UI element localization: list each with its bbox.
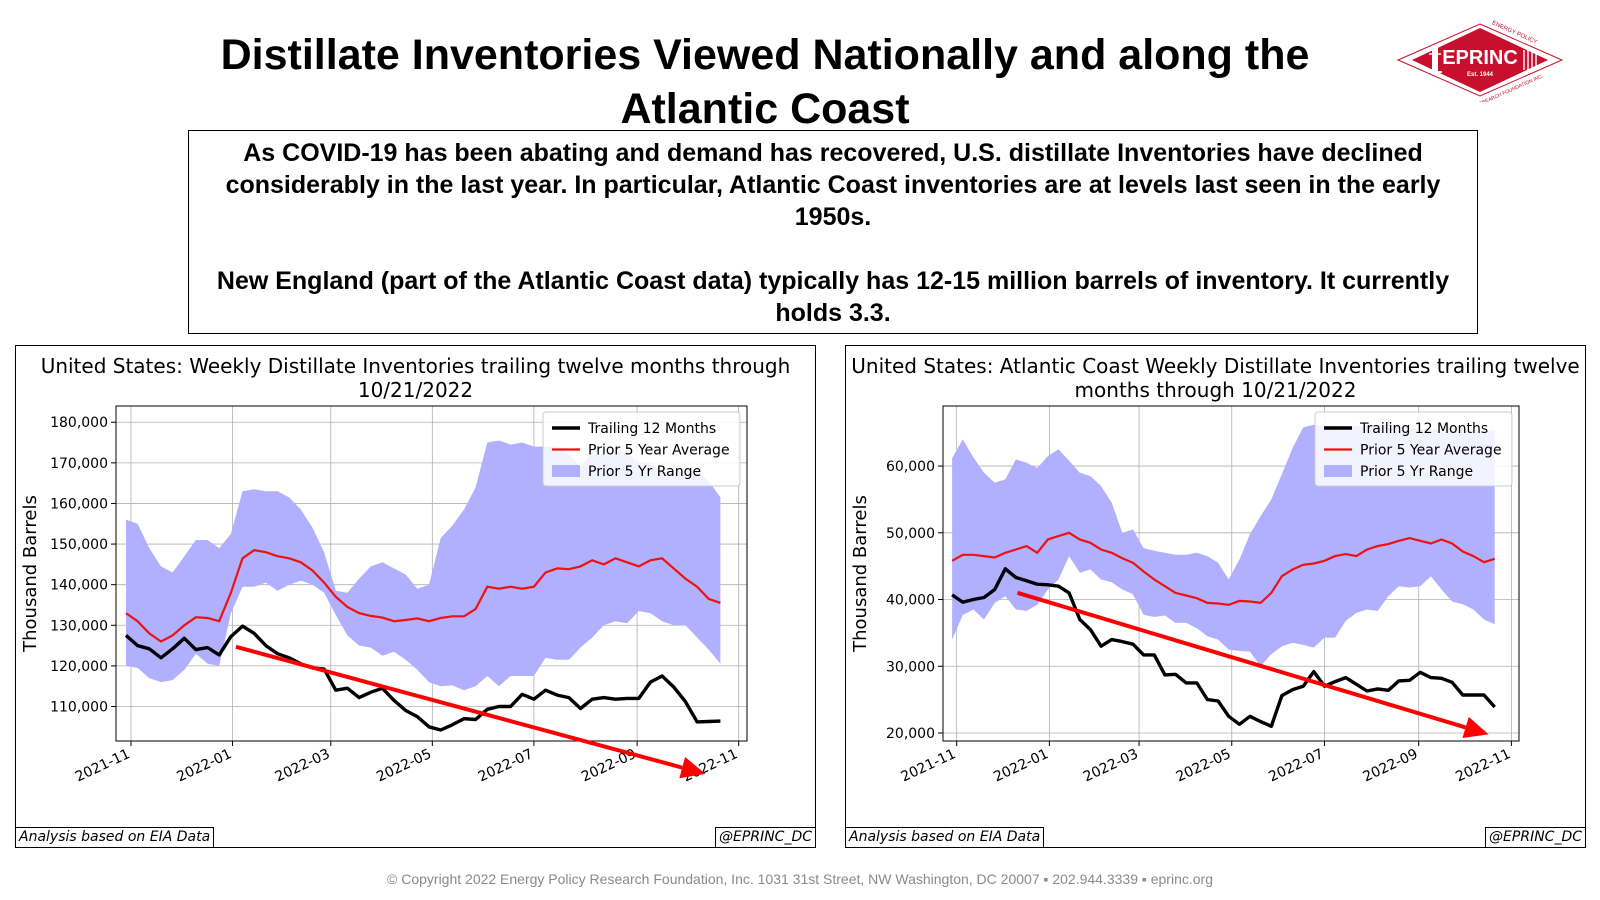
- logo-text: EPRINC: [1442, 47, 1518, 69]
- twitter-handle: @EPRINC_DC: [1485, 827, 1586, 848]
- range-band: [126, 440, 721, 691]
- trailing-line: [124, 624, 721, 732]
- legend-range-label: Prior 5 Yr Range: [1360, 464, 1473, 480]
- trend-arrow-shaft: [235, 644, 683, 770]
- plot-area: [115, 405, 748, 742]
- logo-diamond: [1412, 28, 1548, 92]
- legend-range-swatch: [1324, 465, 1352, 477]
- x-tick-label: 2022-07: [1266, 746, 1326, 785]
- x-tick-label: 2022-11: [1453, 746, 1513, 785]
- us-inventory-chart: 110,000 120,000 130,000 140,000 150,000 160,0…: [15, 345, 816, 848]
- legend-range-label: Prior 5 Yr Range: [588, 464, 701, 480]
- legend-trailing-label: Trailing 12 Months: [587, 421, 716, 437]
- x-tick-label: 2022-03: [1081, 746, 1141, 785]
- y-tick-label: 170,000: [50, 456, 108, 472]
- legend-range-swatch: [552, 465, 580, 477]
- chart-title: United States: Weekly Distillate Invento…: [40, 354, 791, 402]
- x-tick-label: 2022-05: [1174, 746, 1234, 785]
- y-tick-label: 130,000: [50, 618, 108, 634]
- source-note: Analysis based on EIA Data: [845, 827, 1045, 848]
- average-line: [951, 531, 1496, 607]
- logo-est: Est. 1944: [1467, 72, 1494, 78]
- average-line: [125, 549, 721, 643]
- atlantic-coast-inventory-plot: 20,000 30,000 40,000 50,000 60,000 2021-11 202…: [850, 405, 1520, 785]
- x-tick-label: 2022-09: [1361, 746, 1421, 785]
- summary-paragraph-2: New England (part of the Atlantic Coast …: [216, 267, 1450, 327]
- y-axis-label: Thousand Barrels: [20, 495, 41, 653]
- summary-paragraph-1: As COVID-19 has been abating and demand …: [225, 139, 1441, 231]
- us-inventory-plot: 110,000 120,000 130,000 140,000 150,000 160,0…: [20, 405, 748, 785]
- y-tick-label: 180,000: [50, 415, 108, 431]
- legend-trailing-label: Trailing 12 Months: [1359, 421, 1488, 437]
- y-tick-label: 20,000: [886, 726, 935, 742]
- x-tick-label: 2022-01: [991, 746, 1051, 785]
- y-tick-label: 60,000: [886, 459, 935, 475]
- trend-arrow-head: [1462, 716, 1489, 738]
- x-tick-label: 2022-01: [174, 746, 234, 785]
- y-axis-label: Thousand Barrels: [850, 495, 871, 653]
- y-tick-label: 110,000: [50, 699, 108, 715]
- x-tick-label: 2021-11: [899, 746, 959, 785]
- x-tick-label: 2022-05: [374, 746, 434, 785]
- y-tick-label: 150,000: [50, 537, 108, 553]
- source-note: Analysis based on EIA Data: [15, 827, 215, 848]
- eprinc-logo: EPRINC Est. 1944 ENERGY POLICY RESEARCH …: [1392, 14, 1568, 109]
- y-tick-label: 50,000: [886, 526, 935, 542]
- x-tick-label: 2022-03: [273, 746, 333, 785]
- y-tick-label: 30,000: [886, 659, 935, 675]
- y-tick-label: 160,000: [50, 496, 108, 512]
- y-tick-label: 40,000: [886, 593, 935, 609]
- slide-title: Distillate Inventories Viewed Nationally…: [220, 31, 1310, 133]
- x-tick-label: 2021-11: [73, 746, 133, 785]
- y-tick-label: 120,000: [50, 659, 108, 675]
- chart-title: United States: Atlantic Coast Weekly Dis…: [851, 354, 1580, 402]
- legend-average-label: Prior 5 Year Average: [588, 443, 730, 459]
- atlantic-coast-inventory-chart: 20,000 30,000 40,000 50,000 60,000 2021-11 202…: [845, 345, 1586, 848]
- trailing-line: [951, 567, 1496, 728]
- trend-arrow-shaft: [1016, 590, 1467, 730]
- y-tick-label: 140,000: [50, 578, 108, 594]
- copyright-footer: © Copyright 2022 Energy Policy Research …: [387, 871, 1213, 887]
- x-tick-label: 2022-07: [476, 746, 536, 785]
- plot-area: [942, 405, 1520, 742]
- legend-average-label: Prior 5 Year Average: [1360, 443, 1502, 459]
- twitter-handle: @EPRINC_DC: [715, 827, 816, 848]
- trend-arrow-head: [679, 757, 706, 779]
- legend: [542, 411, 741, 487]
- legend: [1314, 411, 1513, 487]
- summary-box: As COVID-19 has been abating and demand …: [188, 130, 1478, 334]
